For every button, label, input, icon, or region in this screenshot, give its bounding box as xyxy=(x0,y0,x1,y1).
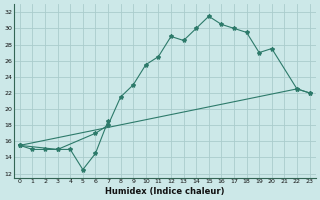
X-axis label: Humidex (Indice chaleur): Humidex (Indice chaleur) xyxy=(105,187,224,196)
